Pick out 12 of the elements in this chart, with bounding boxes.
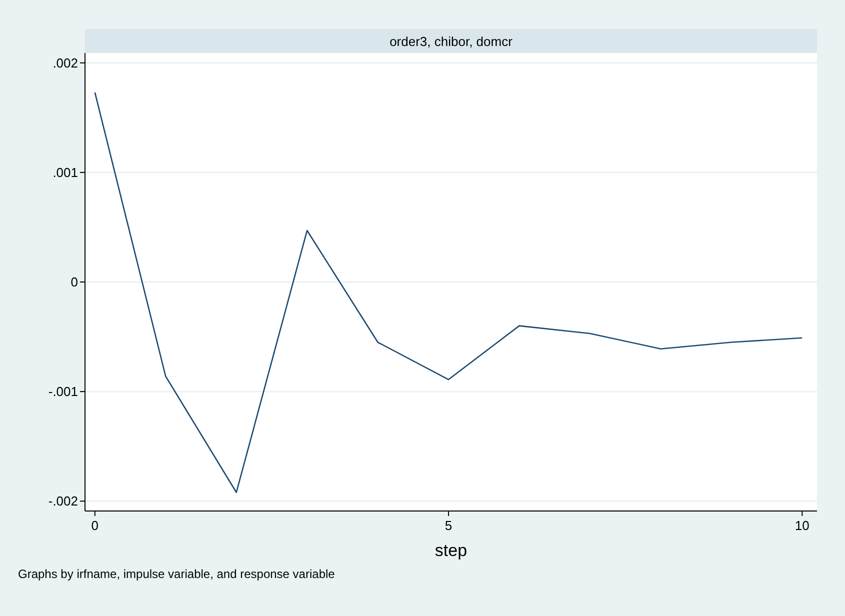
y-tick-label: .001 (52, 164, 78, 180)
x-axis-title: step (434, 541, 468, 560)
x-tick-label: 5 (444, 518, 452, 533)
y-tick-label: -.001 (48, 384, 78, 400)
chart-title: order3, chibor, domcr (390, 34, 514, 49)
text: Graphs by irfname, impulse variable, and response variable (18, 567, 336, 581)
x-tick-label: 10 (794, 518, 810, 533)
x-tick-label: 0 (91, 518, 99, 533)
y-tick-label: 0 (70, 274, 78, 290)
y-tick-label: -.002 (48, 494, 78, 509)
line-series (94, 92, 803, 494)
y-tick-label: .002 (52, 55, 78, 70)
